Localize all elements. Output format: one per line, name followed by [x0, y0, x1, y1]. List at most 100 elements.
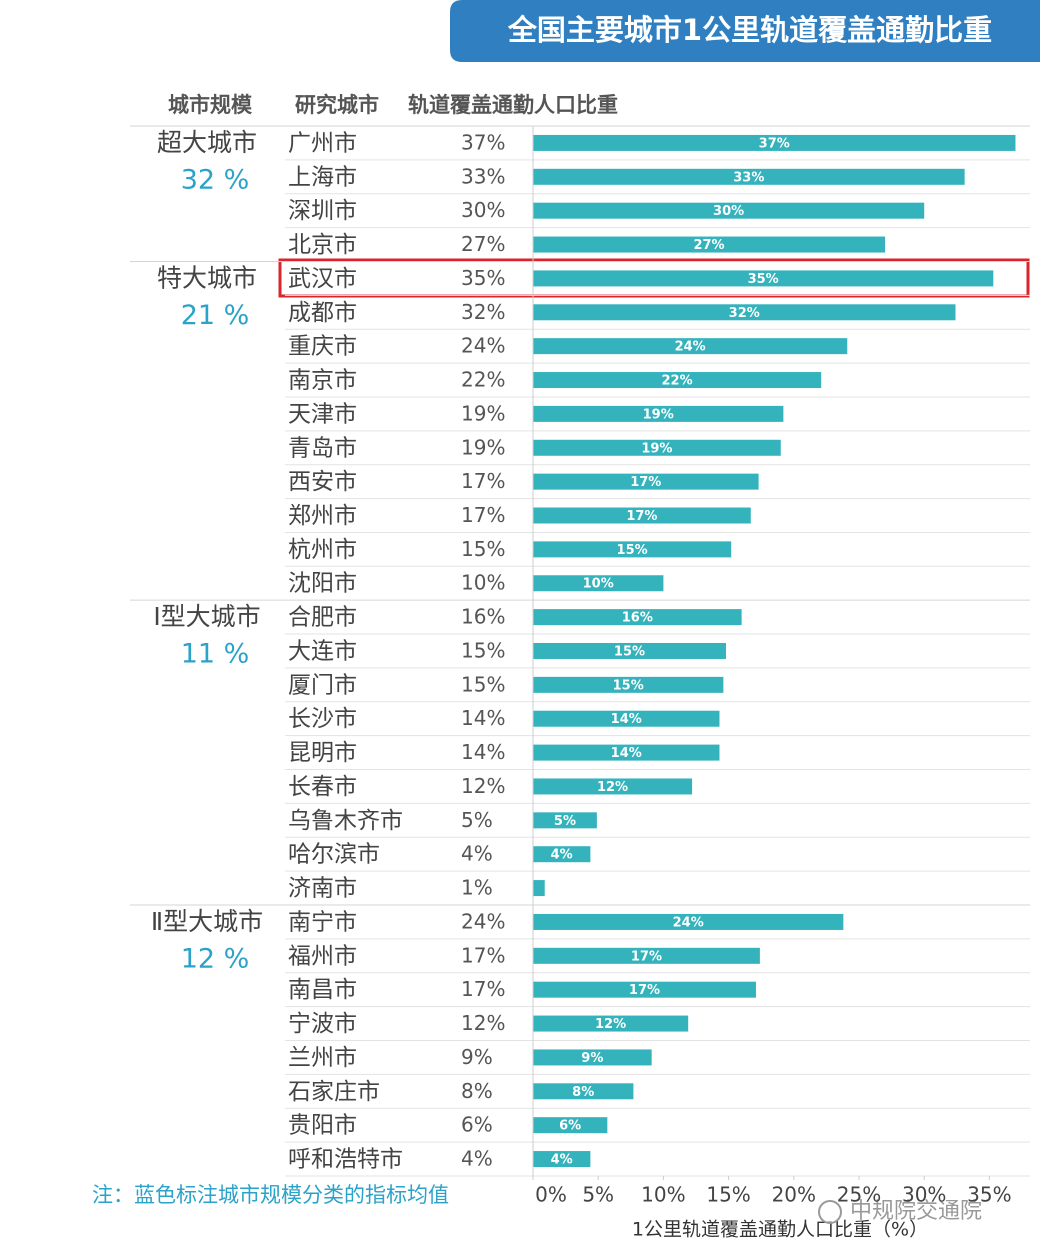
bar: [533, 236, 886, 253]
bar-label: 30%: [713, 204, 744, 219]
group-name: 特大城市: [157, 263, 257, 292]
group-name: Ⅰ型大城市: [153, 602, 260, 631]
bar-label: 5%: [554, 814, 576, 829]
city-label: 南昌市: [288, 977, 357, 1003]
value-label: 15%: [461, 638, 505, 662]
value-label: 19%: [461, 435, 505, 459]
city-label: 成都市: [288, 300, 357, 326]
title-banner: [450, 0, 1040, 62]
value-label: 27%: [461, 232, 505, 256]
value-label: 10%: [461, 571, 505, 595]
value-label: 37%: [461, 130, 505, 154]
city-label: 沈阳市: [288, 571, 357, 597]
bar-label: 14%: [611, 712, 642, 727]
bar: [533, 812, 597, 829]
x-tick-label: 30%: [902, 1183, 946, 1207]
city-label: 呼和浩特市: [288, 1147, 403, 1173]
value-label: 17%: [461, 977, 505, 1001]
value-label: 16%: [461, 605, 505, 629]
bar: [533, 947, 760, 964]
value-label: 12%: [461, 1011, 505, 1035]
value-label: 9%: [461, 1045, 493, 1069]
bar-label: 12%: [595, 1017, 626, 1032]
value-label: 4%: [461, 1147, 493, 1171]
bar: [533, 778, 693, 795]
bar: [533, 541, 732, 558]
city-label: 广州市: [288, 130, 357, 156]
value-label: 14%: [461, 706, 505, 730]
city-label: 昆明市: [288, 740, 357, 766]
city-label: 武汉市: [288, 266, 357, 292]
value-label: 24%: [461, 334, 505, 358]
note: 注：蓝色标注城市规模分类的指标均值: [92, 1183, 449, 1207]
bar-label: 17%: [630, 475, 661, 490]
value-label: 35%: [461, 266, 505, 290]
city-label: 福州市: [288, 943, 357, 969]
bar: [533, 372, 822, 389]
city-label: 南宁市: [288, 909, 357, 935]
bar-label: 19%: [643, 407, 674, 422]
city-label: 北京市: [288, 232, 357, 258]
x-tick-label: 25%: [837, 1183, 881, 1207]
x-tick-label: 5%: [582, 1183, 614, 1207]
group-mean: 11 %: [181, 639, 250, 670]
bar-label: 12%: [597, 780, 628, 795]
bar: [533, 1049, 652, 1066]
city-label: 天津市: [288, 401, 357, 427]
bar-label: 6%: [559, 1119, 581, 1134]
city-label: 贵阳市: [288, 1113, 357, 1139]
bar-label: 17%: [626, 509, 657, 524]
bar: [533, 1151, 591, 1168]
value-label: 17%: [461, 943, 505, 967]
city-label: 深圳市: [288, 198, 357, 224]
city-label: 上海市: [288, 164, 357, 190]
column-header: 轨道覆盖通勤人口比重: [408, 93, 618, 117]
group-name: Ⅱ型大城市: [151, 907, 263, 936]
value-label: 24%: [461, 909, 505, 933]
bar-label: 17%: [629, 983, 660, 998]
bar: [533, 338, 848, 355]
watermark: 中规院交通院: [850, 1199, 982, 1224]
value-label: 5%: [461, 808, 493, 832]
bar: [533, 304, 956, 321]
value-label: 33%: [461, 164, 505, 188]
bar-label: 24%: [673, 915, 704, 930]
bar: [533, 981, 756, 998]
value-label: 4%: [461, 842, 493, 866]
value-label: 12%: [461, 774, 505, 798]
bar: [533, 710, 720, 727]
value-label: 15%: [461, 537, 505, 561]
value-label: 17%: [461, 469, 505, 493]
value-label: 32%: [461, 300, 505, 324]
bar: [533, 270, 994, 287]
bar-label: 27%: [693, 238, 724, 253]
bar: [533, 134, 1016, 151]
bar-label: 15%: [617, 543, 648, 558]
x-tick-label: 15%: [706, 1183, 750, 1207]
highlight-box: [278, 258, 1030, 298]
group-mean: 21 %: [181, 300, 250, 331]
bar-label: 35%: [748, 272, 779, 287]
bar: [533, 168, 965, 185]
watermark-icon: [818, 1200, 842, 1224]
x-axis-label: 1公里轨道覆盖通勤人口比重（%）: [632, 1219, 928, 1241]
column-header: 城市规模: [168, 93, 253, 117]
column-header: 研究城市: [295, 93, 379, 117]
bar-label: 22%: [662, 374, 693, 389]
bar: [533, 405, 784, 422]
bar-label: 24%: [675, 340, 706, 355]
city-label: 乌鲁木齐市: [288, 808, 403, 834]
city-label: 西安市: [288, 469, 357, 495]
bar: [533, 575, 664, 592]
value-label: 30%: [461, 198, 505, 222]
bar-label: 15%: [614, 644, 645, 659]
bar: [533, 642, 726, 659]
bar-label: 17%: [631, 949, 662, 964]
chart-title: 全国主要城市1公里轨道覆盖通勤比重: [507, 13, 992, 47]
city-label: 厦门市: [288, 672, 357, 698]
city-label: 石家庄市: [288, 1079, 380, 1105]
city-label: 兰州市: [288, 1045, 357, 1071]
city-label: 宁波市: [288, 1011, 357, 1037]
value-label: 22%: [461, 368, 505, 392]
